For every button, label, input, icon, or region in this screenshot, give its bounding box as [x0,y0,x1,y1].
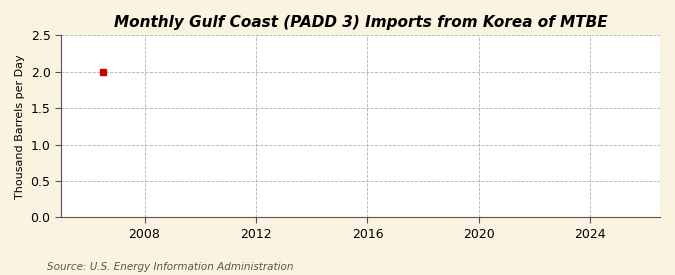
Text: Source: U.S. Energy Information Administration: Source: U.S. Energy Information Administ… [47,262,294,272]
Y-axis label: Thousand Barrels per Day: Thousand Barrels per Day [15,54,25,199]
Title: Monthly Gulf Coast (PADD 3) Imports from Korea of MTBE: Monthly Gulf Coast (PADD 3) Imports from… [113,15,608,30]
